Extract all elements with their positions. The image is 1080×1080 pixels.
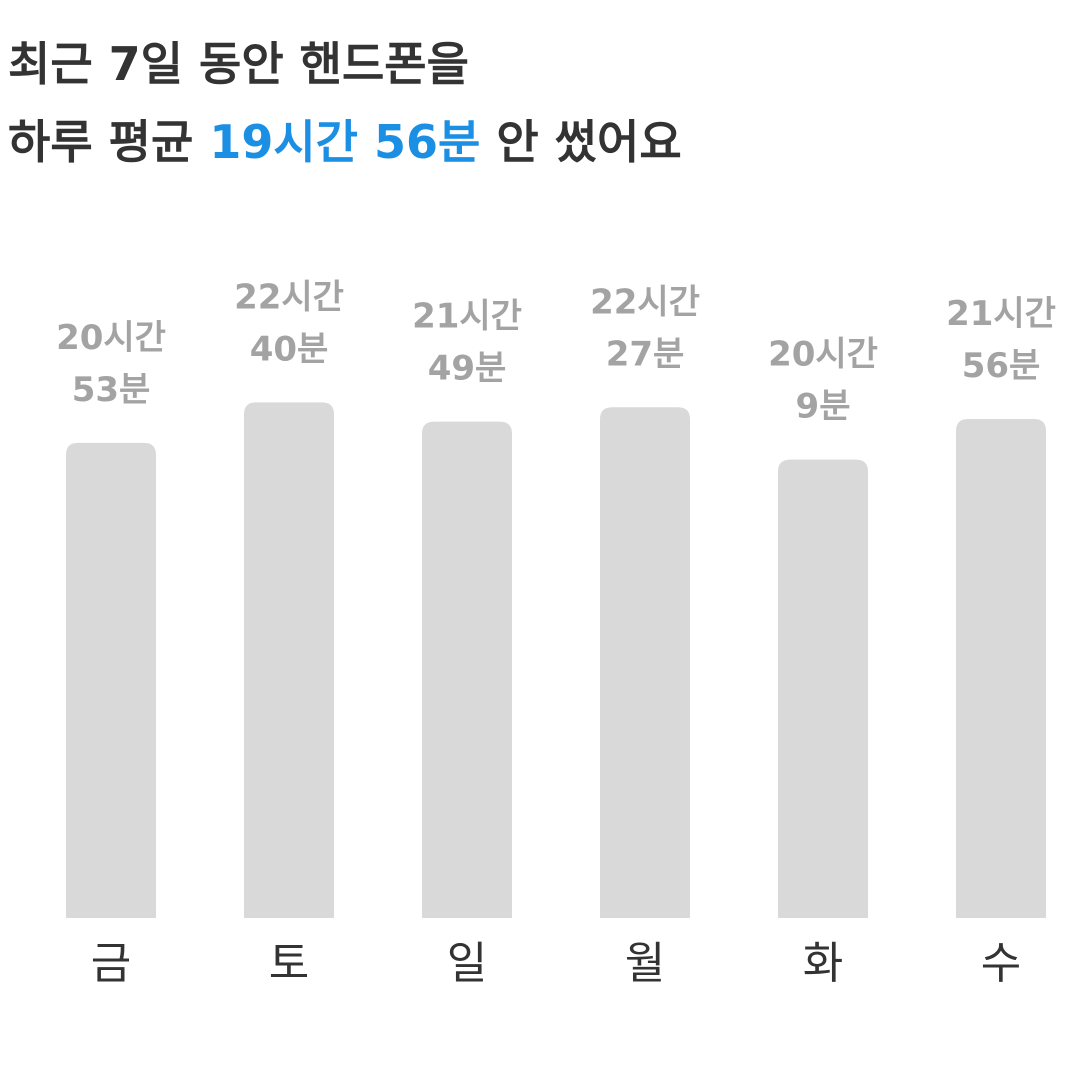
value-label: 21시간 49분 [412,297,522,389]
value-label-line: 27분 [606,334,685,374]
x-tick-label: 화 [803,938,843,989]
value-label-line: 56분 [962,346,1041,386]
bar [244,402,334,918]
x-tick-label: 월 [625,938,665,989]
x-tick-label: 토 [269,938,309,989]
value-label-line: 49분 [428,349,507,389]
value-label: 21시간 56분 [946,294,1056,386]
title-text: 안 썼어요 [496,115,681,169]
value-label-line: 20시간 [56,318,166,358]
value-label-line: 9분 [796,387,851,427]
value-label: 20시간 53분 [56,318,166,410]
bar [778,459,868,918]
bar [422,421,512,918]
title-highlight: 19시간 56분 [209,115,480,169]
value-label-line: 40분 [250,329,329,369]
x-tick-label: 수 [981,938,1021,989]
title-text: 하루 평균 [8,115,193,169]
value-label: 22시간 40분 [234,277,344,369]
value-label: 22시간 27분 [590,282,700,374]
x-tick-label: 일 [447,938,487,989]
value-label-line: 22시간 [234,277,344,317]
x-tick-label: 금 [91,938,131,989]
value-label-line: 22시간 [590,282,700,322]
value-label-line: 21시간 [412,297,522,337]
value-label-line: 21시간 [946,294,1056,334]
value-label: 20시간 9분 [768,335,878,427]
title-line-1: 최근 7일 동안 핸드폰을 [8,37,469,91]
bar [66,442,156,918]
value-label-line: 20시간 [768,335,878,375]
value-label-line: 53분 [72,370,151,410]
bar [600,407,690,918]
bar [956,419,1046,918]
title-line-2: 하루 평균 19시간 56분 안 썼어요 [8,115,682,169]
